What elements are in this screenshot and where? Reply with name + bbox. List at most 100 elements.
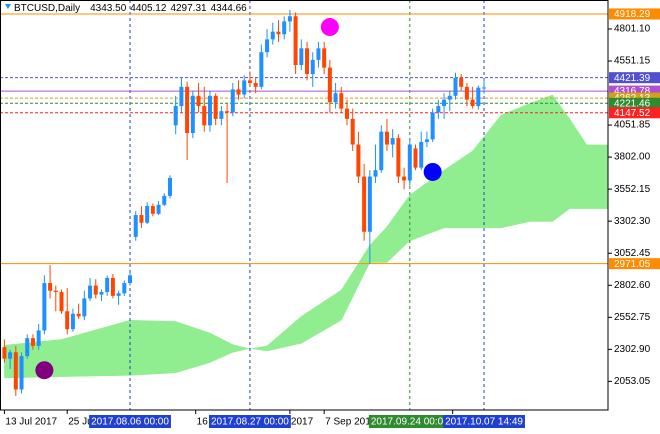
price-tag	[609, 85, 660, 97]
separator-tag: 2017.08.27 00:00	[209, 415, 291, 428]
candle-body	[76, 313, 81, 317]
candle-body	[93, 285, 98, 295]
low: 4297.31	[170, 3, 207, 14]
symbol: BTCUSD,Daily	[14, 3, 80, 14]
candle-body	[299, 48, 304, 66]
candle-body	[350, 118, 355, 145]
price-tag	[609, 8, 660, 20]
candle-body	[430, 112, 435, 140]
price-tag-label: 4221.46	[614, 98, 651, 109]
candle-body	[402, 176, 407, 181]
x-tick-label: 7 Sep 2017	[325, 417, 377, 428]
candle-body	[270, 31, 275, 40]
candle-body	[276, 31, 281, 35]
candle-body	[373, 170, 378, 177]
candle-body	[2, 347, 7, 359]
price-tag	[609, 97, 660, 109]
candle-body	[65, 311, 70, 330]
separator-tag-bg	[368, 415, 451, 428]
y-tick-label: 3302.30	[614, 216, 651, 227]
candle-body	[362, 176, 367, 232]
price-tag-label: 4316.78	[614, 86, 651, 97]
candle-body	[247, 80, 252, 83]
candle-body	[396, 138, 401, 177]
candle-body	[259, 52, 264, 87]
candle-body	[179, 86, 184, 107]
candle-body	[447, 95, 452, 100]
high: 4405.12	[130, 3, 167, 14]
candle-body	[464, 86, 469, 100]
candle-body	[185, 86, 190, 133]
candle-body	[122, 283, 127, 294]
candle-body	[384, 131, 389, 145]
candle-body	[390, 138, 395, 145]
candle-body	[145, 206, 150, 223]
separator-tag: 2017.08.06 00:00	[89, 415, 171, 428]
candle-body	[196, 95, 201, 107]
price-tag	[609, 107, 660, 119]
candle-body	[419, 141, 424, 168]
y-tick-label: 4051.85	[614, 120, 651, 131]
y-tick-label: 2802.60	[614, 280, 651, 291]
separator-tag-bg	[443, 415, 525, 428]
cloud-segment	[529, 94, 553, 222]
candle-body	[339, 93, 344, 109]
candle-body	[407, 144, 412, 181]
close: 4344.66	[211, 3, 248, 14]
candle-body	[207, 95, 212, 126]
candle-body	[327, 67, 332, 103]
separator-tag-bg	[209, 415, 291, 428]
candle-body	[88, 285, 93, 299]
price-tag-label: 2971.05	[614, 259, 651, 270]
x-tick-label: 13 Jul 2017	[5, 417, 57, 428]
y-tick-label: 3802.00	[614, 152, 651, 163]
candle-body	[265, 39, 270, 53]
signal-marker	[423, 162, 442, 181]
header: BTCUSD,Daily 4343.50 4405.12 4297.31 4344.66	[14, 3, 247, 14]
candle-body	[82, 298, 87, 317]
candle-body	[173, 106, 178, 126]
candle-body	[436, 106, 441, 113]
candle-body	[213, 95, 218, 119]
y-tick-label: 2302.90	[614, 344, 651, 355]
candle-body	[30, 338, 35, 346]
candle-body	[476, 87, 481, 107]
candle-body	[48, 283, 53, 291]
candle-body	[253, 82, 258, 87]
price-tag	[609, 258, 660, 270]
candle-body	[156, 204, 161, 214]
separator-tag: 2017.10.07 14:49	[443, 415, 525, 428]
candle-body	[13, 352, 18, 390]
candle-body	[36, 330, 41, 346]
candle-body	[8, 352, 13, 359]
symbol-icon	[5, 4, 11, 9]
y-tick-label: 3552.15	[614, 184, 651, 195]
candle-body	[242, 80, 247, 95]
separator-label: 2017.08.06 00:00	[91, 417, 169, 428]
candle-body	[128, 275, 133, 284]
y-tick-label: 2053.05	[614, 376, 651, 387]
candle-body	[150, 206, 155, 214]
candle-body	[139, 215, 144, 223]
signal-marker	[320, 18, 339, 37]
candle-body	[19, 356, 24, 390]
price-tag-label: 4147.52	[614, 108, 651, 119]
candle-body	[470, 99, 475, 107]
candle-body	[59, 292, 64, 312]
price-tag-label: 4918.29	[614, 9, 651, 20]
candle-body	[442, 99, 447, 107]
candle-body	[236, 89, 241, 95]
candle-body	[413, 148, 418, 168]
candle-body	[453, 77, 458, 96]
candle-body	[345, 108, 349, 119]
candle-body	[105, 277, 110, 293]
candle-body	[316, 48, 321, 60]
price-tag-label: 4421.39	[614, 73, 651, 84]
cloud-segment	[129, 319, 176, 376]
candle-body	[225, 111, 230, 113]
plot-area	[0, 0, 608, 410]
candle-body	[99, 292, 104, 295]
candle-body	[424, 139, 429, 142]
candle-body	[356, 144, 361, 177]
price-tag	[609, 72, 660, 84]
